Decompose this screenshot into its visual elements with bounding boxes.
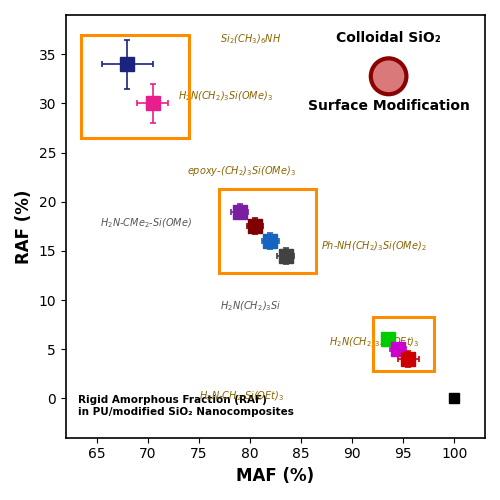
Text: Ph-NH(CH$_2$)$_3$Si(OMe)$_2$: Ph-NH(CH$_2$)$_3$Si(OMe)$_2$ (321, 240, 427, 254)
Y-axis label: RAF (%): RAF (%) (15, 189, 33, 264)
Bar (372, 317, 434, 371)
Text: Si$_2$(CH$_3$)$_6$NH: Si$_2$(CH$_3$)$_6$NH (220, 32, 281, 46)
Text: H$_2$N-CH$_2$-Si(OEt)$_3$: H$_2$N-CH$_2$-Si(OEt)$_3$ (200, 390, 284, 404)
Bar (81, 34, 188, 138)
Bar (219, 189, 316, 272)
Text: H$_2$N(CH$_2$)$_3$Si: H$_2$N(CH$_2$)$_3$Si (220, 299, 281, 312)
Text: Rigid Amorphous Fraction (RAF)
in PU/modified SiO₂ Nanocomposites: Rigid Amorphous Fraction (RAF) in PU/mod… (78, 395, 294, 416)
Text: H$_2$N(CH$_2$)$_3$Si(OEt)$_3$: H$_2$N(CH$_2$)$_3$Si(OEt)$_3$ (328, 335, 420, 348)
Text: H$_2$N-CMe$_2$-Si(OMe): H$_2$N-CMe$_2$-Si(OMe) (100, 216, 192, 230)
Text: Surface Modification: Surface Modification (308, 99, 470, 113)
Text: H$_2$N(CH$_2$)$_3$Si(OMe)$_3$: H$_2$N(CH$_2$)$_3$Si(OMe)$_3$ (178, 90, 272, 104)
Ellipse shape (371, 58, 406, 94)
X-axis label: MAF (%): MAF (%) (236, 467, 314, 485)
Text: epoxy-(CH$_2$)$_3$Si(OMe)$_3$: epoxy-(CH$_2$)$_3$Si(OMe)$_3$ (188, 164, 296, 177)
Text: Colloidal SiO₂: Colloidal SiO₂ (336, 31, 441, 45)
